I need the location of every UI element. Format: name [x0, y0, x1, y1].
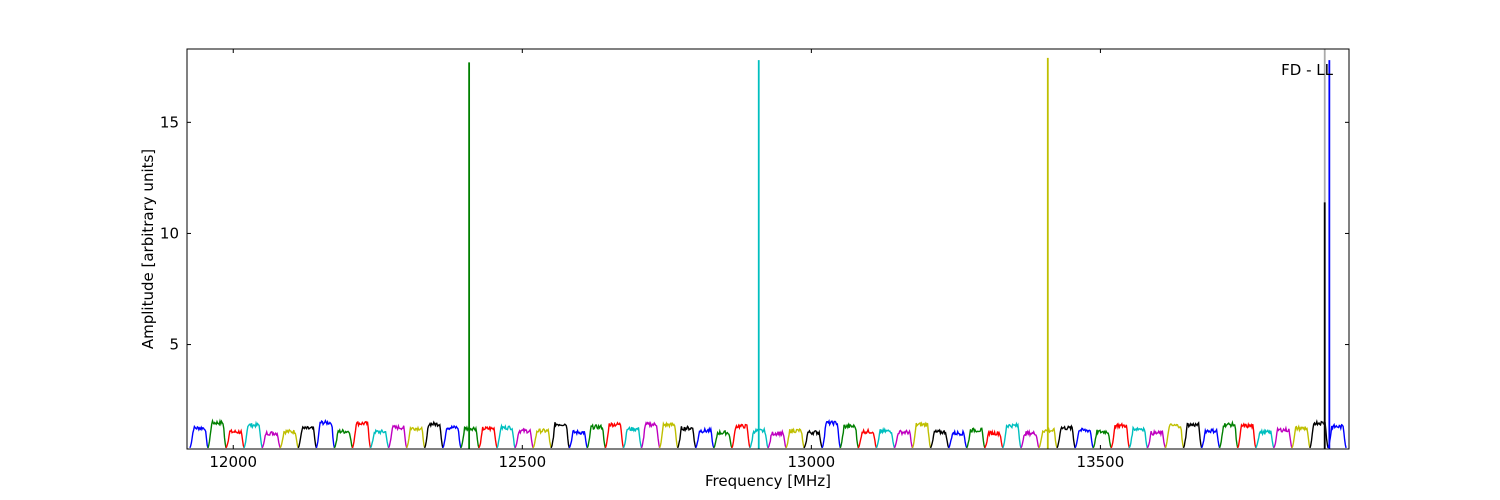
subband-line — [785, 427, 805, 449]
subband-line — [604, 421, 625, 449]
subband-line — [984, 429, 1004, 449]
x-tick-label: 12500 — [498, 453, 546, 471]
subband-line — [948, 428, 968, 449]
subband-line — [568, 428, 588, 449]
subband-line — [478, 425, 498, 449]
subband-line — [966, 427, 986, 449]
subband-line — [1074, 427, 1094, 449]
subband-line — [442, 424, 462, 449]
subband-line — [1327, 422, 1347, 449]
y-tick-label: 5 — [169, 336, 179, 354]
subband-line — [207, 418, 227, 449]
plot-area — [186, 48, 1350, 450]
subband-line — [243, 420, 263, 449]
subband-line — [261, 429, 281, 449]
subband-line — [893, 429, 914, 449]
subband-line — [1092, 429, 1112, 449]
subband-line — [550, 422, 570, 449]
subband-line — [333, 428, 354, 449]
subband-line — [297, 425, 318, 449]
subband-line — [351, 420, 372, 449]
subband-line — [1200, 427, 1221, 449]
subband-line — [1020, 428, 1040, 449]
subband-line — [424, 420, 444, 449]
panel-annotation: FD - LL — [1281, 61, 1333, 79]
subband-line — [821, 418, 841, 449]
subband-line — [911, 421, 932, 449]
subband-line — [1273, 425, 1293, 449]
subband-line — [387, 423, 408, 449]
subband-line — [695, 426, 715, 449]
subband-line — [731, 423, 751, 449]
band-series-group — [189, 418, 1347, 449]
subband-line — [315, 419, 336, 449]
x-axis-ticks: 12000 12500 13000 13500 — [209, 49, 1124, 471]
subband-line — [713, 428, 733, 449]
y-axis-ticks: 5 10 15 — [160, 113, 1349, 354]
subband-line — [1237, 421, 1257, 449]
subband-line — [677, 424, 697, 449]
subband-line — [369, 428, 390, 449]
subband-line — [514, 427, 534, 449]
plot-frame — [186, 48, 1350, 450]
subband-line — [767, 429, 787, 449]
subband-line — [839, 422, 859, 449]
subband-line — [929, 428, 950, 449]
subband-line — [875, 426, 896, 449]
spike-series-group — [468, 49, 1331, 449]
subband-line — [640, 421, 661, 449]
subband-line — [225, 428, 245, 449]
y-tick-label: 10 — [160, 224, 179, 242]
subband-line — [857, 427, 878, 449]
x-axis-label: Frequency [MHz] — [705, 472, 831, 490]
subband-line — [189, 424, 209, 449]
subband-line — [1218, 420, 1239, 449]
y-axis-label: Amplitude [arbitrary units] — [139, 149, 157, 349]
subband-line — [1110, 422, 1130, 449]
subband-line — [1128, 425, 1149, 449]
subband-line — [1255, 428, 1275, 449]
subband-line — [803, 429, 823, 449]
x-tick-label: 12000 — [209, 453, 257, 471]
subband-line — [586, 423, 607, 449]
subband-line — [1182, 421, 1203, 449]
subband-line — [1056, 424, 1076, 449]
subband-line — [1146, 428, 1167, 449]
subband-line — [496, 423, 516, 449]
subband-line — [279, 428, 299, 449]
y-tick-label: 15 — [160, 113, 179, 131]
subband-line — [1002, 421, 1022, 449]
subband-line — [622, 426, 643, 449]
subband-line — [1164, 423, 1185, 449]
x-tick-label: 13500 — [1077, 453, 1125, 471]
subband-line — [1291, 424, 1311, 449]
x-tick-label: 13000 — [787, 453, 835, 471]
subband-line — [406, 425, 426, 449]
subband-line — [658, 421, 679, 449]
subband-line — [532, 427, 552, 449]
